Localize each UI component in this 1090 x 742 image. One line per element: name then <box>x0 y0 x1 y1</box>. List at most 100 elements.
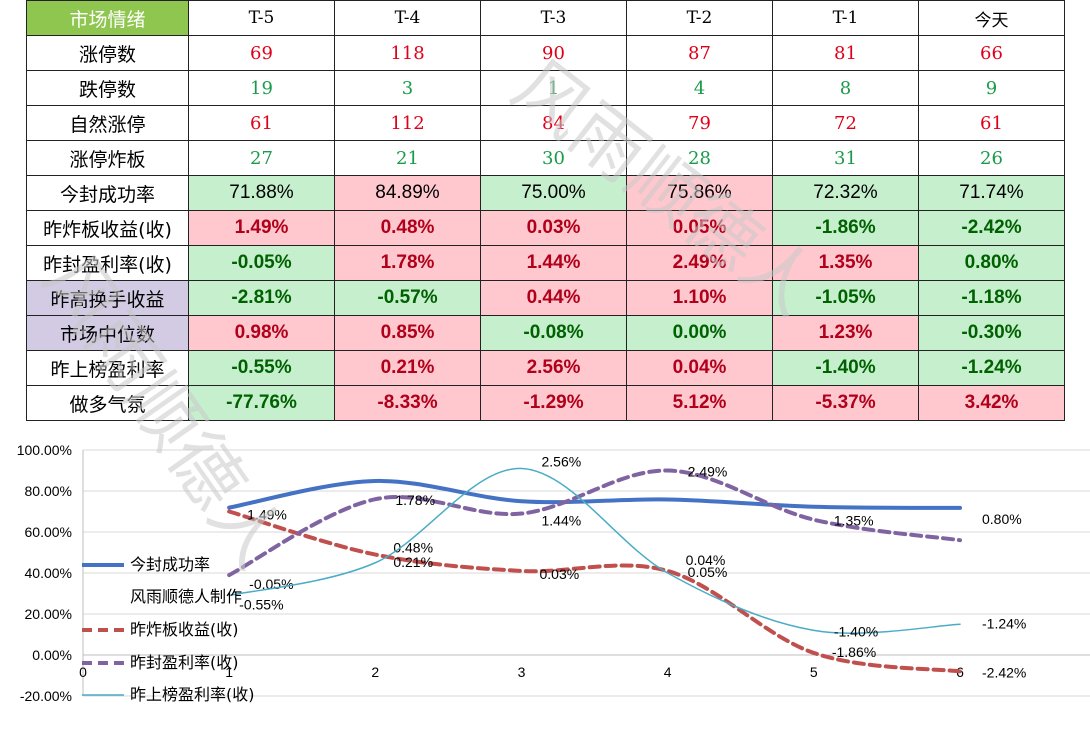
table-cell[interactable]: -1.18% <box>918 280 1065 316</box>
table-cell[interactable]: 0.21% <box>334 350 481 386</box>
table-cell[interactable]: 8 <box>772 70 919 106</box>
data-label: -1.86% <box>832 644 876 660</box>
row-label[interactable]: 自然涨停 <box>26 105 189 141</box>
table-cell[interactable]: 61 <box>188 105 335 141</box>
table-cell[interactable]: 71.74% <box>918 175 1065 211</box>
header-col-3[interactable]: T-3 <box>480 0 627 36</box>
table-cell[interactable]: -0.55% <box>188 350 335 386</box>
table-cell[interactable]: 84.89% <box>334 175 481 211</box>
table-cell[interactable]: -2.42% <box>918 210 1065 246</box>
header-col-6[interactable]: 今天 <box>918 0 1065 36</box>
table-cell[interactable]: 0.80% <box>918 245 1065 281</box>
table-cell[interactable]: 1.35% <box>772 245 919 281</box>
header-col-1[interactable]: T-5 <box>188 0 335 36</box>
y-tick-label: -20.00% <box>20 688 72 704</box>
table-cell[interactable]: 79 <box>626 105 773 141</box>
table-cell[interactable]: -0.08% <box>480 315 627 351</box>
header-col-5[interactable]: T-1 <box>772 0 919 36</box>
series-line-1 <box>227 509 962 674</box>
table-cell[interactable]: 1.78% <box>334 245 481 281</box>
row-label[interactable]: 昨炸板收益(收) <box>26 210 189 246</box>
table-body: 市场情绪 T-5 T-4 T-3 T-2 T-1 今天 涨停数 69 118 90 87 81 66 跌停数… <box>26 0 1065 421</box>
table-cell[interactable]: -8.33% <box>334 385 481 421</box>
row-label[interactable]: 市场中位数 <box>26 315 189 351</box>
header-col-2[interactable]: T-4 <box>334 0 481 36</box>
table-cell[interactable]: -0.30% <box>918 315 1065 351</box>
table-cell[interactable]: -0.05% <box>188 245 335 281</box>
row-label[interactable]: 昨封盈利率(收) <box>26 245 189 281</box>
data-label: 1.35% <box>834 513 874 529</box>
table-cell[interactable]: 72.32% <box>772 175 919 211</box>
row-label[interactable]: 昨上榜盈利率 <box>26 350 189 386</box>
data-label: 1.78% <box>395 492 435 508</box>
table-cell[interactable]: -5.37% <box>772 385 919 421</box>
y-tick-label: 60.00% <box>25 524 72 540</box>
table-cell[interactable]: 30 <box>480 140 627 176</box>
table-cell[interactable]: 90 <box>480 35 627 71</box>
table-cell[interactable]: 28 <box>626 140 773 176</box>
table-cell[interactable]: 66 <box>918 35 1065 71</box>
table-cell[interactable]: 4 <box>626 70 773 106</box>
table-cell[interactable]: 1.49% <box>188 210 335 246</box>
table-cell[interactable]: 71.88% <box>188 175 335 211</box>
table-cell[interactable]: 3 <box>334 70 481 106</box>
table-cell[interactable]: 118 <box>334 35 481 71</box>
table-cell[interactable]: -1.05% <box>772 280 919 316</box>
table-cell[interactable]: 9 <box>918 70 1065 106</box>
table-cell[interactable]: 0.85% <box>334 315 481 351</box>
table-cell[interactable]: 75.00% <box>480 175 627 211</box>
legend-label: 昨炸板收益(收) <box>130 620 239 639</box>
data-label: -0.55% <box>239 597 283 613</box>
table-cell[interactable]: 2.49% <box>626 245 773 281</box>
y-tick-label: 20.00% <box>25 606 72 622</box>
table-cell[interactable]: 26 <box>918 140 1065 176</box>
table-cell[interactable]: 0.44% <box>480 280 627 316</box>
table-cell[interactable]: 3.42% <box>918 385 1065 421</box>
table-cell[interactable]: 19 <box>188 70 335 106</box>
table-cell[interactable]: 2.56% <box>480 350 627 386</box>
row-label[interactable]: 做多气氛 <box>26 385 189 421</box>
header-row: 市场情绪 T-5 T-4 T-3 T-2 T-1 今天 <box>26 0 1065 36</box>
table-cell[interactable]: 72 <box>772 105 919 141</box>
table-cell[interactable]: 84 <box>480 105 627 141</box>
table-cell[interactable]: 81 <box>772 35 919 71</box>
table-cell[interactable]: 0.48% <box>334 210 481 246</box>
table-cell[interactable]: -77.76% <box>188 385 335 421</box>
data-label: 2.49% <box>688 464 728 480</box>
table-cell[interactable]: 5.12% <box>626 385 773 421</box>
table-cell[interactable]: 69 <box>188 35 335 71</box>
table-cell[interactable]: 1.44% <box>480 245 627 281</box>
table-cell[interactable]: 75.86% <box>626 175 773 211</box>
table-cell[interactable]: 27 <box>188 140 335 176</box>
table-cell[interactable]: -2.81% <box>188 280 335 316</box>
table-cell[interactable]: 112 <box>334 105 481 141</box>
row-label[interactable]: 今封成功率 <box>26 175 189 211</box>
table-cell[interactable]: 31 <box>772 140 919 176</box>
data-label: 1.49% <box>247 507 287 523</box>
table-cell[interactable]: 1 <box>480 70 627 106</box>
table-cell[interactable]: -1.29% <box>480 385 627 421</box>
table-cell[interactable]: 1.23% <box>772 315 919 351</box>
table-cell[interactable]: 0.03% <box>480 210 627 246</box>
table-cell[interactable]: -0.57% <box>334 280 481 316</box>
table-cell[interactable]: 0.04% <box>626 350 773 386</box>
table-cell[interactable]: 0.05% <box>626 210 773 246</box>
table-cell[interactable]: -1.86% <box>772 210 919 246</box>
table-cell[interactable]: 0.98% <box>188 315 335 351</box>
y-tick-label: 0.00% <box>32 647 72 663</box>
row-label[interactable]: 跌停数 <box>26 70 189 106</box>
table-cell[interactable]: 61 <box>918 105 1065 141</box>
legend-label: 昨上榜盈利率(收) <box>130 685 255 704</box>
table-cell[interactable]: -1.40% <box>772 350 919 386</box>
header-col-4[interactable]: T-2 <box>626 0 773 36</box>
table-cell[interactable]: -1.24% <box>918 350 1065 386</box>
table-cell[interactable]: 0.00% <box>626 315 773 351</box>
row-label[interactable]: 昨高换手收益 <box>26 280 189 316</box>
row-label[interactable]: 涨停炸板 <box>26 140 189 176</box>
header-title[interactable]: 市场情绪 <box>26 0 189 36</box>
table-cell[interactable]: 87 <box>626 35 773 71</box>
x-tick-label: 5 <box>810 664 818 680</box>
table-cell[interactable]: 21 <box>334 140 481 176</box>
row-label[interactable]: 涨停数 <box>26 35 189 71</box>
table-cell[interactable]: 1.10% <box>626 280 773 316</box>
